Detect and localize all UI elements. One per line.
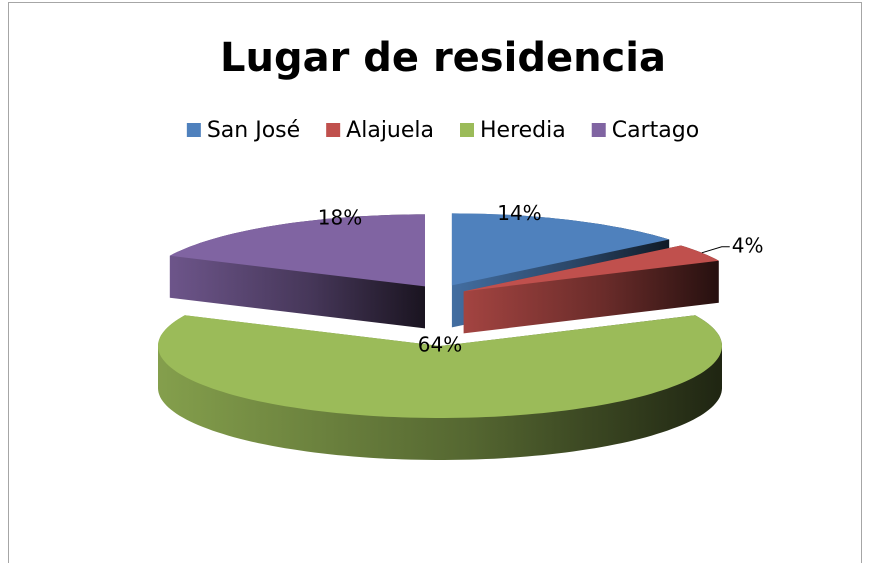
legend-item: Alajuela xyxy=(326,118,434,143)
chart-frame xyxy=(8,2,862,563)
legend-swatch xyxy=(460,123,474,137)
slice xyxy=(169,214,425,287)
slice xyxy=(158,315,722,418)
legend-swatch xyxy=(591,123,606,137)
legend-swatch xyxy=(186,123,201,137)
legend-label: Heredia xyxy=(480,118,566,143)
legend-item: San José xyxy=(186,118,300,143)
legend-label: San José xyxy=(207,118,300,143)
legend-item: Heredia xyxy=(460,118,566,143)
legend-label: Alajuela xyxy=(346,118,434,143)
data-label: 64% xyxy=(418,333,462,357)
chart-title: Lugar de residencia xyxy=(220,35,666,81)
slice xyxy=(463,245,719,292)
data-label: 14% xyxy=(497,201,541,225)
legend-swatch xyxy=(326,123,341,137)
slice xyxy=(451,213,670,286)
legend-label: Cartago xyxy=(612,118,699,143)
leader-line xyxy=(701,246,730,254)
data-label: 18% xyxy=(318,205,362,229)
legend-item: Cartago xyxy=(591,118,699,143)
data-label: 4% xyxy=(732,233,764,257)
